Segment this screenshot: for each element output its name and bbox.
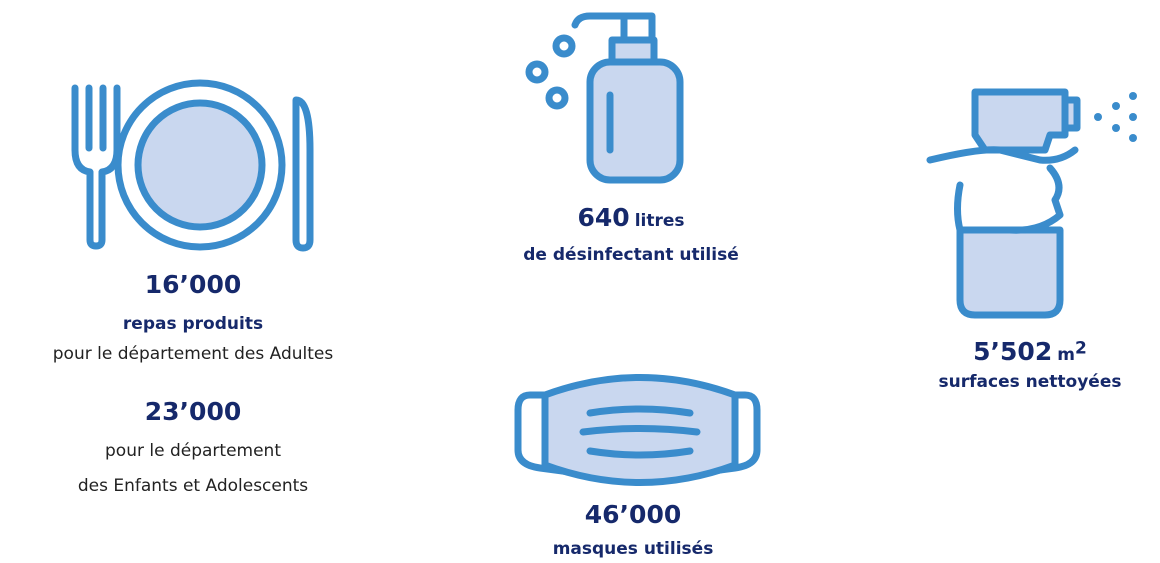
stat-number: 46’000 [584,500,682,529]
stat-unit: m [1057,345,1076,365]
stat-number: 640 [577,203,630,232]
sanitizer-icon [525,12,684,184]
spray-icon [926,88,1137,319]
stat-unit-sup: 2 [1075,338,1087,359]
stat-number: 5’502 [973,337,1053,366]
stat-number: 16’000 [144,270,242,299]
plate-icon [71,79,314,252]
mask-icon [514,374,761,486]
stat-heading: 640 litres [577,203,684,232]
stat-label: surfaces nettoyées [938,372,1122,392]
stat-detail: pour le département des Adultes [52,344,334,364]
stat-label: repas produits [122,314,264,334]
stat-label: masques utilisés [552,539,714,559]
stat-label: de désinfectant utilisé [523,245,739,265]
stat-number: 23’000 [144,397,242,426]
stat-detail: pour le département [105,441,281,461]
stat-unit: litres [634,211,685,231]
stat-detail: des Enfants et Adolescents [77,476,309,496]
stat-heading: 5’502 m2 [973,337,1087,366]
